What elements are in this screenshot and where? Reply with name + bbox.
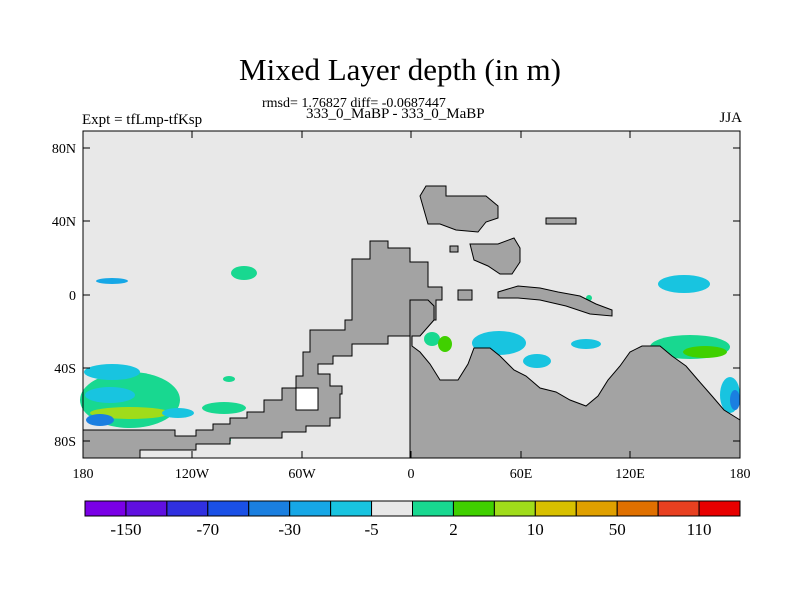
anomaly-patches <box>80 266 740 443</box>
colorbar-label: 110 <box>687 520 712 539</box>
lon-label-180e: 180 <box>730 467 751 482</box>
lat-label-40n: 40N <box>52 215 76 230</box>
patch <box>571 339 601 349</box>
patch <box>202 402 246 414</box>
colorbar-swatch <box>452 500 495 517</box>
colorbar <box>84 500 741 517</box>
patch <box>223 376 235 382</box>
patch <box>84 364 140 380</box>
lat-ticks <box>83 147 740 442</box>
land-main <box>82 240 443 459</box>
land-masses <box>82 185 741 459</box>
colorbar-swatch <box>125 500 168 517</box>
colorbar-swatch <box>616 500 659 517</box>
lon-label-60e: 60E <box>510 467 533 482</box>
colorbar-label: 50 <box>609 520 626 539</box>
patch <box>658 275 710 293</box>
patch <box>85 387 135 403</box>
lat-label-80n: 80N <box>52 142 76 157</box>
colorbar-labels: -150 -70 -30 -5 2 10 50 110 <box>110 520 711 539</box>
land-island <box>457 289 473 301</box>
patch <box>231 266 257 280</box>
colorbar-swatch <box>330 500 373 517</box>
patch <box>86 414 114 426</box>
colorbar-label: 2 <box>449 520 458 539</box>
season-label: JJA <box>719 110 742 126</box>
land-africa <box>409 299 741 459</box>
colorbar-swatch <box>698 500 741 517</box>
colorbar-label: -70 <box>196 520 219 539</box>
lon-label-120e: 120E <box>615 467 645 482</box>
patch <box>438 336 452 352</box>
patch <box>523 354 551 368</box>
lat-label-0: 0 <box>69 289 76 304</box>
stats-line: rmsd= 1.76827 diff= -0.0687447 <box>262 96 446 111</box>
experiment-label: Expt = tfLmp-tfKsp <box>82 112 203 128</box>
land-island2 <box>449 245 459 253</box>
colorbar-swatch <box>289 500 332 517</box>
lat-label-40s: 40S <box>54 362 76 377</box>
land-americas <box>419 185 499 233</box>
subtitle: 333_0_MaBP - 333_0_MaBP <box>306 106 485 122</box>
colorbar-label: -30 <box>278 520 301 539</box>
colorbar-swatch <box>207 500 250 517</box>
lat-label-80s: 80S <box>54 435 76 450</box>
colorbar-swatch <box>248 500 291 517</box>
patch <box>162 408 194 418</box>
colorbar-swatch <box>575 500 618 517</box>
lon-label-60w: 60W <box>288 467 316 482</box>
colorbar-swatch <box>166 500 209 517</box>
colorbar-swatch <box>84 500 127 517</box>
colorbar-swatch <box>534 500 577 517</box>
patch <box>424 332 440 346</box>
colorbar-label: -5 <box>364 520 378 539</box>
colorbar-swatch <box>371 500 413 517</box>
colorbar-swatch <box>412 500 454 517</box>
land-gap <box>295 387 319 411</box>
patch <box>730 390 740 410</box>
lon-label-120w: 120W <box>175 467 210 482</box>
colorbar-label: 10 <box>527 520 544 539</box>
lon-ticks <box>191 131 631 458</box>
colorbar-swatch <box>657 500 700 517</box>
land-central <box>469 237 521 275</box>
lon-label-0: 0 <box>408 467 415 482</box>
colorbar-label: -150 <box>110 520 141 539</box>
colorbar-swatch <box>493 500 536 517</box>
lon-label-180w: 180 <box>73 467 94 482</box>
land-indo <box>497 285 613 317</box>
patch <box>683 346 727 358</box>
plot-title: Mixed Layer depth (in m) <box>239 52 561 87</box>
patch <box>96 278 128 284</box>
land-arctic <box>545 217 577 225</box>
